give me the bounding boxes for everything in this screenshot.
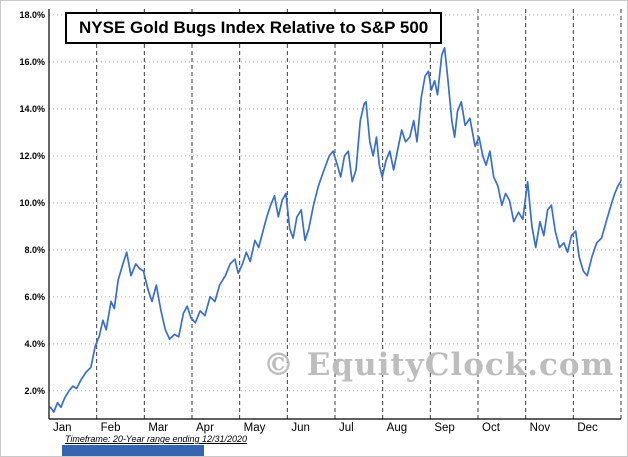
blue-bar	[62, 445, 204, 456]
month-label: Jun	[291, 422, 310, 434]
month-label: Aug	[386, 422, 408, 434]
y-axis-label: 2.0%	[1, 385, 48, 396]
y-axis-label: 4.0%	[1, 338, 48, 349]
month-label: Mar	[148, 422, 169, 434]
month-label: Feb	[100, 422, 121, 434]
month-label: May	[243, 422, 266, 434]
y-axis-label: 10.0%	[1, 197, 48, 208]
timeframe-footnote: Timeframe: 20-Year range ending 12/31/20…	[65, 434, 248, 444]
watermark: © EquityClock.com	[263, 347, 615, 383]
y-axis-label: 6.0%	[1, 291, 48, 302]
month-label: Oct	[482, 422, 500, 434]
month-label: Dec	[577, 422, 598, 434]
month-label: Sep	[434, 422, 455, 434]
month-label: Jan	[53, 422, 72, 434]
y-axis-label: 16.0%	[1, 56, 48, 67]
y-axis-label: 8.0%	[1, 244, 48, 255]
month-label: Jul	[339, 422, 354, 434]
month-label: Apr	[196, 422, 214, 434]
y-axis-label: 18.0%	[1, 9, 48, 20]
y-axis-label: 12.0%	[1, 150, 48, 161]
y-axis-label: 14.0%	[1, 103, 48, 114]
chart-title: NYSE Gold Bugs Index Relative to S&P 500	[65, 12, 443, 44]
series-line	[49, 46, 622, 413]
month-label: Nov	[529, 422, 551, 434]
